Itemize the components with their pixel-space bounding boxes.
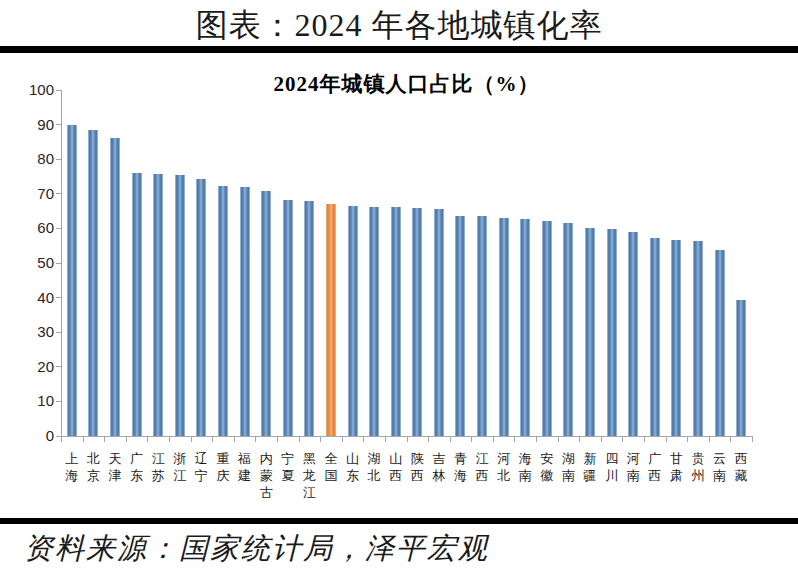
x-axis-tick (730, 437, 731, 442)
x-axis-tick (644, 437, 645, 442)
plot-area: 0102030405060708090100上 海北 京天 津广 东江 苏浙 江… (61, 90, 752, 436)
bar (455, 216, 465, 436)
bar (585, 228, 595, 436)
y-axis-tick-label: 0 (0, 427, 54, 445)
x-axis-tick (493, 437, 494, 442)
y-axis-tick (56, 263, 61, 264)
x-axis-tick (687, 437, 688, 442)
bar (67, 125, 77, 436)
page-title: 图表：2024 年各地城镇化率 (0, 4, 798, 44)
x-axis-tick (255, 437, 256, 442)
bar (412, 208, 422, 436)
bar (132, 173, 142, 436)
y-axis-tick-label: 30 (0, 323, 54, 341)
y-axis-tick-label: 100 (0, 81, 54, 99)
y-axis-tick (56, 90, 61, 91)
bar (607, 229, 617, 436)
x-axis-tick (212, 437, 213, 442)
bar (391, 207, 401, 436)
y-axis-tick (56, 159, 61, 160)
bar (283, 200, 293, 436)
x-axis-tick (709, 437, 710, 442)
y-axis-tick-label: 10 (0, 392, 54, 410)
x-axis-tick (299, 437, 300, 442)
bar (153, 174, 163, 436)
x-axis-tick (234, 437, 235, 442)
x-axis-tick (579, 437, 580, 442)
x-axis-tick (83, 437, 84, 442)
x-axis-tick (363, 437, 364, 442)
x-axis-tick (450, 437, 451, 442)
x-axis-tick (147, 437, 148, 442)
bar (326, 204, 336, 436)
x-axis-tick (104, 437, 105, 442)
x-axis-tick (169, 437, 170, 442)
bar (715, 250, 725, 436)
x-axis-tick (622, 437, 623, 442)
x-axis-tick (385, 437, 386, 442)
bar (693, 241, 703, 436)
bar (240, 187, 250, 436)
bar (348, 206, 358, 436)
bar (88, 130, 98, 436)
bar (628, 232, 638, 436)
bar (671, 240, 681, 436)
x-axis-tick (558, 437, 559, 442)
y-axis-tick-label: 40 (0, 289, 54, 307)
urbanization-bar-chart: 2024年城镇人口占比（%） 0102030405060708090100上 海… (0, 53, 798, 518)
bar (650, 238, 660, 436)
x-axis-tick (514, 437, 515, 442)
y-axis-tick (56, 297, 61, 298)
y-axis-tick-label: 80 (0, 150, 54, 168)
x-axis-tick (471, 437, 472, 442)
y-axis-tick (56, 228, 61, 229)
x-axis-tick (601, 437, 602, 442)
y-axis-line (61, 90, 62, 437)
x-axis-tick (191, 437, 192, 442)
x-axis-tick (320, 437, 321, 442)
y-axis-tick (56, 401, 61, 402)
x-axis-tick (752, 437, 753, 442)
bar (563, 223, 573, 436)
bar (196, 179, 206, 436)
x-axis-tick (61, 437, 62, 442)
y-axis-tick (56, 366, 61, 367)
bar (499, 218, 509, 436)
top-divider-rule (0, 46, 798, 53)
y-axis-tick-label: 50 (0, 254, 54, 272)
x-axis-tick (277, 437, 278, 442)
bar (369, 207, 379, 436)
y-axis-tick-label: 70 (0, 185, 54, 203)
x-axis-tick (407, 437, 408, 442)
y-axis-tick-label: 60 (0, 219, 54, 237)
y-axis-tick-label: 20 (0, 358, 54, 376)
x-axis-tick (536, 437, 537, 442)
bar (477, 216, 487, 436)
bar (542, 221, 552, 436)
y-axis-tick (56, 332, 61, 333)
x-axis-tick (342, 437, 343, 442)
bar (736, 300, 746, 436)
x-axis-tick (666, 437, 667, 442)
bar (110, 138, 120, 436)
page: 图表：2024 年各地城镇化率 2024年城镇人口占比（%） 010203040… (0, 0, 798, 579)
y-axis-tick-label: 90 (0, 116, 54, 134)
x-axis-tick (428, 437, 429, 442)
source-note: 资料来源：国家统计局，泽平宏观 (24, 529, 489, 569)
bar (520, 219, 530, 436)
bottom-divider-rule (0, 518, 798, 524)
x-axis-tick (126, 437, 127, 442)
x-axis-label: 西 藏 (726, 450, 756, 484)
y-axis-tick (56, 124, 61, 125)
bar (434, 209, 444, 436)
bar (261, 191, 271, 436)
bar (175, 175, 185, 436)
y-axis-tick (56, 193, 61, 194)
bar (304, 201, 314, 436)
bar (218, 186, 228, 436)
